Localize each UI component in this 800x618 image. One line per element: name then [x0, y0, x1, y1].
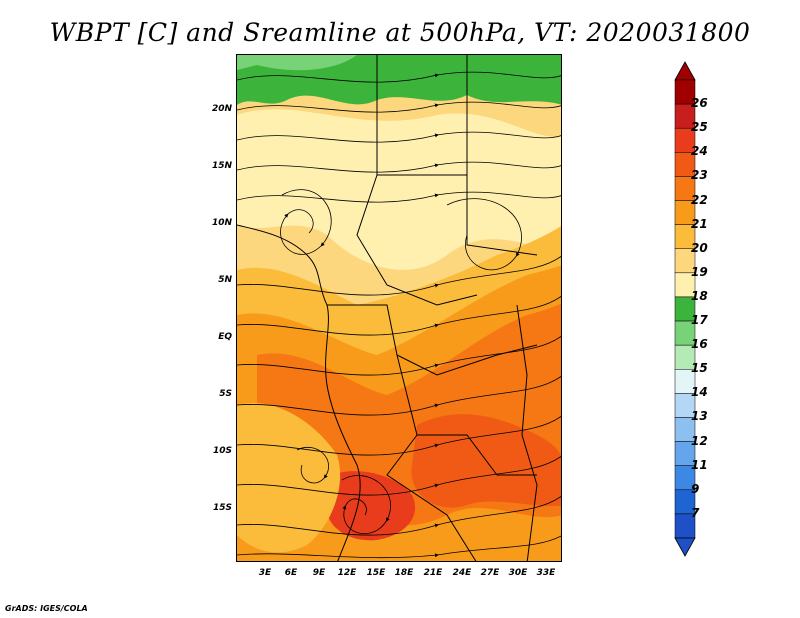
colorbar-label: 7	[691, 505, 700, 520]
lat-tick-label: 15N	[211, 161, 232, 171]
colorbar-label: 17	[691, 313, 708, 328]
lon-tick-label: 21E	[423, 568, 443, 578]
map-panel	[236, 54, 562, 562]
wbpt-zone-16c	[237, 55, 357, 71]
lon-tick-label: 3E	[258, 568, 272, 578]
colorbar-label: 16	[691, 337, 708, 352]
colorbar-label: 23	[691, 168, 708, 183]
lon-tick-label: 6E	[284, 568, 298, 578]
lon-tick-label: 18E	[394, 568, 414, 578]
colorbar-label: 12	[691, 433, 708, 448]
lon-tick-label: 33E	[536, 568, 556, 578]
lat-tick-label: 5N	[218, 275, 232, 285]
lat-tick-label: 10N	[211, 218, 232, 228]
colorbar	[674, 61, 696, 557]
lon-tick-label: 9E	[312, 568, 326, 578]
wbpt-streamline-map	[237, 55, 561, 561]
lon-tick-label: 24E	[452, 568, 472, 578]
colorbar-label: 20	[691, 240, 708, 255]
colorbar-label: 22	[691, 192, 708, 207]
lon-tick-label: 30E	[508, 568, 528, 578]
colorbar-label: 26	[691, 96, 708, 111]
colorbar-label: 15	[691, 361, 708, 376]
lat-tick-label: 10S	[212, 446, 232, 456]
wbpt-zone-20c-southwest	[237, 403, 341, 553]
chart-title: WBPT [C] and Sreamline at 500hPa, VT: 20…	[49, 18, 751, 47]
lon-tick-label: 27E	[480, 568, 500, 578]
colorbar-label: 11	[691, 457, 708, 472]
streamlines	[237, 71, 561, 559]
colorbar-label: 21	[691, 216, 708, 231]
colorbar-max-arrow	[674, 61, 696, 81]
colorbar-label: 13	[691, 409, 708, 424]
country-borders	[237, 55, 538, 561]
colorbar-label: 14	[691, 385, 708, 400]
lat-tick-label: 20N	[211, 104, 232, 114]
colorbar-label: 9	[691, 481, 700, 496]
colorbar-label: 18	[691, 288, 708, 303]
lat-tick-label: 5S	[219, 389, 232, 399]
colorbar-label: 24	[691, 144, 708, 159]
colorbar-min-arrow	[674, 537, 696, 557]
lon-tick-label: 12E	[337, 568, 357, 578]
lon-tick-label: 15E	[366, 568, 386, 578]
lat-tick-label: EQ	[218, 332, 232, 342]
colorbar-label: 19	[691, 264, 708, 279]
colorbar-label: 25	[691, 120, 708, 135]
grads-credit: GrADS: IGES/COLA	[5, 604, 88, 613]
lat-tick-label: 15S	[212, 503, 232, 513]
